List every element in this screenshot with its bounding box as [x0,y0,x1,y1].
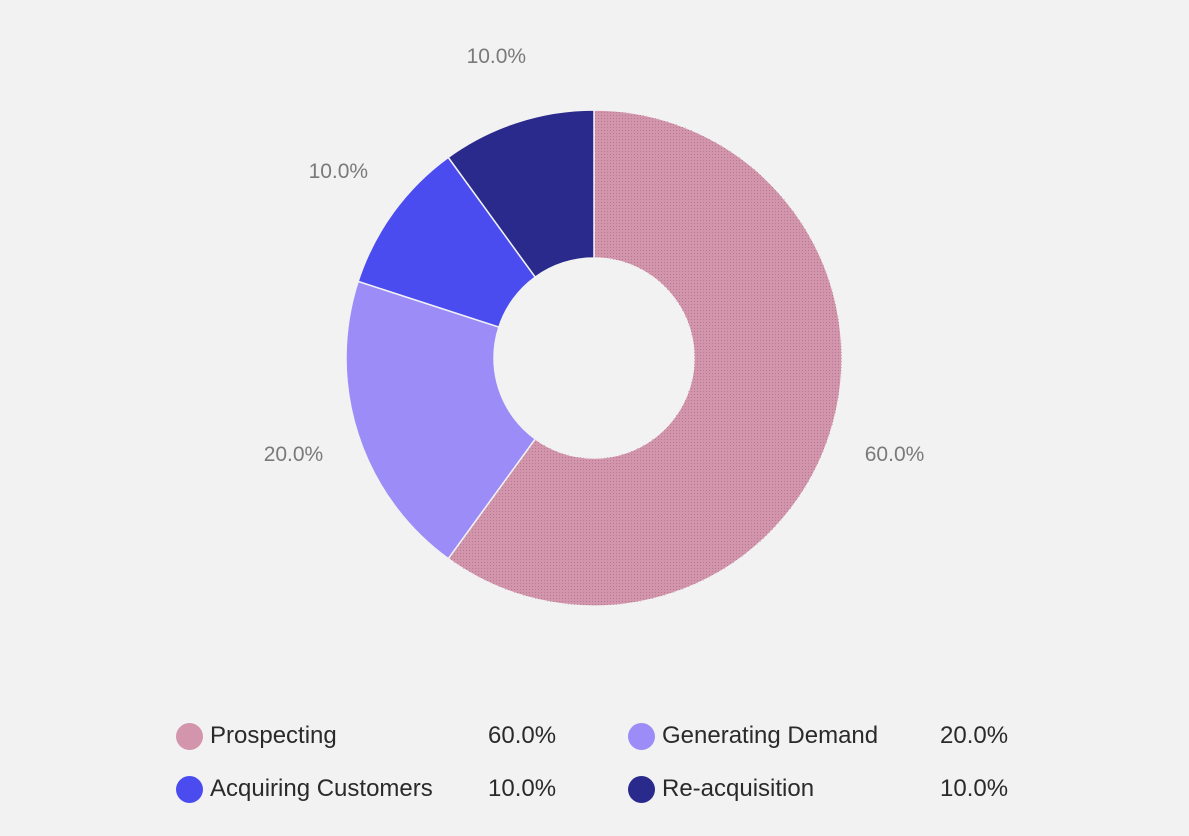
legend-value-prospecting: 60.0% [488,722,557,749]
slice-re-acquisition[interactable] [447,109,595,279]
legend-swatch-prospecting [176,722,203,750]
slice-re-acquisition-shape[interactable] [447,109,595,279]
legend-item-re-acquisition[interactable]: Re-acquisition 10.0% [628,769,1008,809]
legend-item-prospecting[interactable]: Prospecting 60.0% [176,716,556,756]
slice-label-re-acquisition: 10.0% [467,45,527,68]
legend-swatch-acquiring-customers [176,775,203,803]
slice-generating-demand-shape[interactable] [345,280,537,560]
legend-item-acquiring-customers[interactable]: Acquiring Customers 10.0% [176,769,556,809]
legend-label-re-acquisition: Re-acquisition [662,775,815,802]
legend-value-re-acquisition: 10.0% [940,775,1009,802]
legend-value-generating-demand: 20.0% [940,722,1009,749]
legend-item-generating-demand[interactable]: Generating Demand 20.0% [628,716,1008,756]
legend-swatch-re-acquisition [628,775,655,803]
slice-label-generating-demand: 20.0% [264,443,324,466]
slice-label-prospecting: 60.0% [865,443,925,466]
legend-value-acquiring-customers: 10.0% [488,775,557,802]
slice-prospecting-texture [448,110,842,606]
legend-label-generating-demand: Generating Demand [662,722,879,749]
legend-label-acquiring-customers: Acquiring Customers [210,775,433,802]
slice-generating-demand[interactable] [345,280,537,560]
legend-label-prospecting: Prospecting [210,722,337,749]
legend-swatch-generating-demand [628,722,655,750]
slice-prospecting[interactable] [447,109,843,607]
slice-label-acquiring-customers: 10.0% [309,160,369,183]
